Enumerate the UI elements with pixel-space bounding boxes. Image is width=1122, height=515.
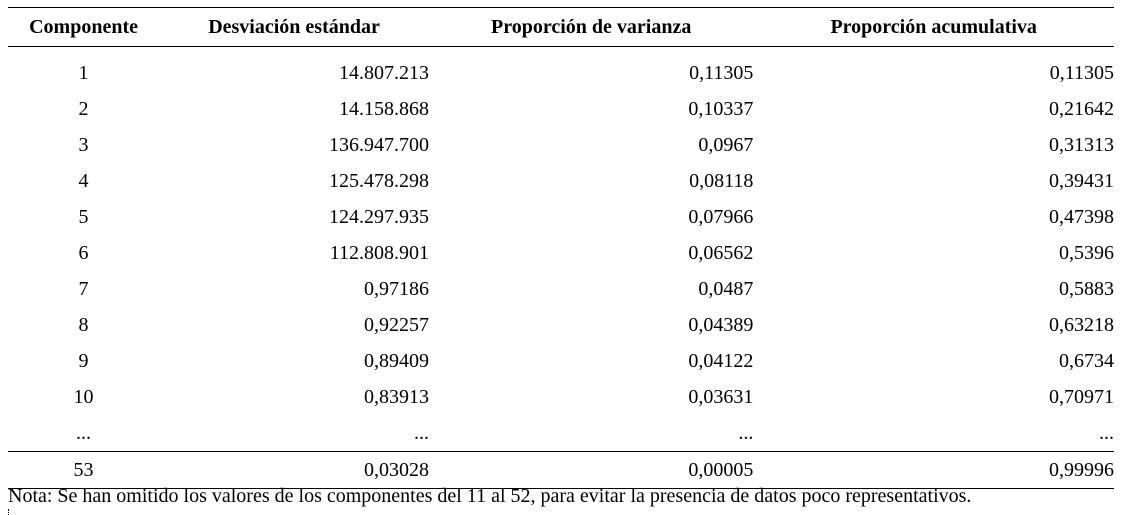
header-componente: Componente xyxy=(29,15,138,38)
cell-componente: 7 xyxy=(78,277,89,300)
cell-desviacion: 0,03028 xyxy=(364,458,430,481)
cell-proporcion-acumulativa: 0,5883 xyxy=(1059,277,1114,300)
table-row-last: 53 0,03028 0,00005 0,99996 xyxy=(8,451,1114,489)
cell-proporcion-acumulativa: ... xyxy=(1099,421,1114,444)
table-row: 5 124.297.935 0,07966 0,47398 xyxy=(8,199,1114,235)
cell-proporcion-varianza: 0,03631 xyxy=(688,385,754,408)
table-header-row: Componente Desviación estándar Proporció… xyxy=(8,7,1114,47)
cell-proporcion-varianza: 0,11305 xyxy=(689,61,754,84)
cell-componente: 1 xyxy=(78,61,89,84)
cell-desviacion: 124.297.935 xyxy=(329,205,430,228)
cell-proporcion-varianza: 0,0967 xyxy=(698,133,754,156)
cell-proporcion-varianza: 0,07966 xyxy=(688,205,754,228)
header-proporcion-acumulativa: Proporción acumulativa xyxy=(830,15,1037,38)
cell-desviacion: 0,97186 xyxy=(364,277,430,300)
cell-proporcion-acumulativa: 0,63218 xyxy=(1049,313,1114,336)
cell-desviacion: 125.478.298 xyxy=(329,169,430,192)
cell-proporcion-varianza: 0,08118 xyxy=(689,169,754,192)
cell-desviacion: 14.807.213 xyxy=(339,61,430,84)
cell-proporcion-varianza: 0,06562 xyxy=(688,241,754,264)
cell-desviacion: 136.947.700 xyxy=(329,133,430,156)
cell-componente: ... xyxy=(76,421,92,444)
header-proporcion-varianza: Proporción de varianza xyxy=(491,15,692,38)
table-row: 7 0,97186 0,0487 0,5883 xyxy=(8,271,1114,307)
cell-desviacion: 0,92257 xyxy=(364,313,430,336)
cell-proporcion-varianza: ... xyxy=(738,421,754,444)
cell-componente: 2 xyxy=(78,97,89,120)
cell-desviacion: ... xyxy=(414,421,430,444)
table-row: 10 0,83913 0,03631 0,70971 xyxy=(8,379,1114,415)
cell-componente: 6 xyxy=(78,241,89,264)
cell-componente: 4 xyxy=(78,169,89,192)
table-row: 1 14.807.213 0,11305 0,11305 xyxy=(8,47,1114,92)
header-desviacion-estandar: Desviación estándar xyxy=(208,15,380,38)
cell-proporcion-varianza: 0,04389 xyxy=(688,313,754,336)
cell-proporcion-varianza: 0,10337 xyxy=(688,97,754,120)
variance-table: Componente Desviación estándar Proporció… xyxy=(8,7,1114,489)
cell-componente: 53 xyxy=(73,458,94,481)
cell-componente: 5 xyxy=(78,205,89,228)
table-row: 3 136.947.700 0,0967 0,31313 xyxy=(8,127,1114,163)
cell-componente: 10 xyxy=(73,385,94,408)
cell-desviacion: 14.158.868 xyxy=(339,97,430,120)
table-note: Nota: Se han omitido los valores de los … xyxy=(8,485,972,507)
table-row: 4 125.478.298 0,08118 0,39431 xyxy=(8,163,1114,199)
table-row-ellipsis: ... ... ... ... xyxy=(8,415,1114,452)
cell-proporcion-acumulativa: 0,5396 xyxy=(1059,241,1114,264)
cell-desviacion: 112.808.901 xyxy=(329,241,430,264)
cell-proporcion-acumulativa: 0,31313 xyxy=(1049,133,1114,156)
cell-proporcion-varianza: 0,0487 xyxy=(698,277,754,300)
cell-proporcion-varianza: 0,00005 xyxy=(688,458,754,481)
cell-proporcion-acumulativa: 0,47398 xyxy=(1049,205,1114,228)
text-cursor-mark xyxy=(8,509,10,515)
cell-proporcion-acumulativa: 0,11305 xyxy=(1049,61,1114,84)
table-row: 9 0,89409 0,04122 0,6734 xyxy=(8,343,1114,379)
table-row: 6 112.808.901 0,06562 0,5396 xyxy=(8,235,1114,271)
table-row: 8 0,92257 0,04389 0,63218 xyxy=(8,307,1114,343)
cell-proporcion-acumulativa: 0,6734 xyxy=(1059,349,1114,372)
cell-componente: 8 xyxy=(78,313,89,336)
cell-desviacion: 0,89409 xyxy=(364,349,430,372)
cell-proporcion-varianza: 0,04122 xyxy=(688,349,754,372)
cell-proporcion-acumulativa: 0,70971 xyxy=(1049,385,1114,408)
cell-proporcion-acumulativa: 0,21642 xyxy=(1049,97,1114,120)
table-row: 2 14.158.868 0,10337 0,21642 xyxy=(8,91,1114,127)
cell-desviacion: 0,83913 xyxy=(364,385,430,408)
cell-componente: 9 xyxy=(78,349,89,372)
cell-componente: 3 xyxy=(78,133,89,156)
variance-table-container: Componente Desviación estándar Proporció… xyxy=(8,7,1114,489)
cell-proporcion-acumulativa: 0,39431 xyxy=(1049,169,1114,192)
cell-proporcion-acumulativa: 0,99996 xyxy=(1049,458,1114,481)
